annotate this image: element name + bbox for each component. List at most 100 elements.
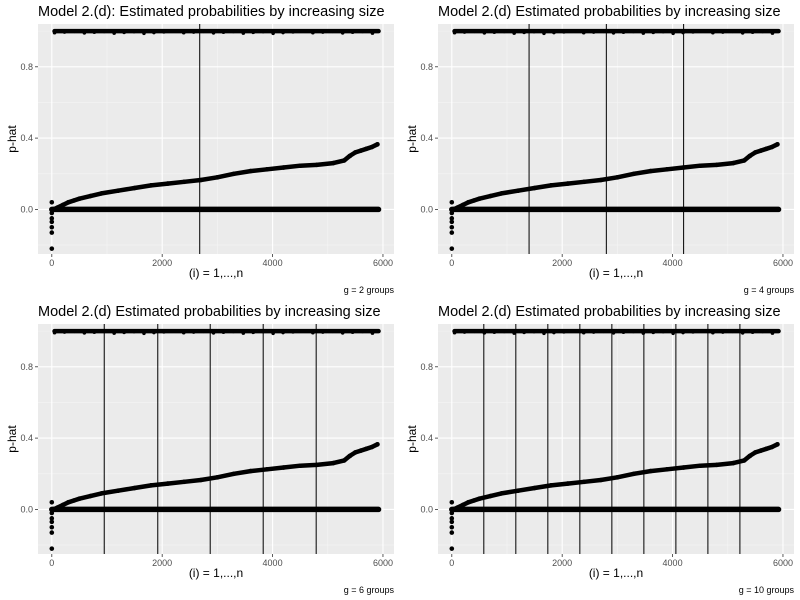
data-point (72, 29, 77, 34)
data-point (651, 330, 656, 335)
data-point (211, 31, 216, 35)
chart-panel-1: Model 2.(d): Estimated probabilities by … (5, 4, 394, 295)
data-point (611, 31, 616, 35)
data-point (730, 329, 735, 334)
data-point (598, 477, 604, 483)
data-point (671, 331, 675, 336)
data-point (499, 491, 504, 496)
x-tick-label: 0 (49, 558, 54, 568)
data-point (691, 330, 695, 334)
data-point (664, 167, 670, 172)
data-point (471, 498, 477, 503)
data-point (347, 153, 353, 159)
y-axis-label: p-hat (5, 425, 19, 453)
data-point (231, 329, 236, 334)
data-point (99, 491, 104, 496)
data-point (449, 224, 455, 230)
chart-title: Model 2.(d) Estimated probabilities by i… (438, 304, 781, 320)
data-point (571, 29, 576, 33)
data-point (515, 488, 521, 494)
data-point (502, 329, 507, 334)
data-point (71, 198, 77, 203)
data-point (449, 219, 455, 225)
caption-groups: g = 10 groups (739, 585, 795, 595)
x-tick-label: 4000 (663, 558, 683, 568)
data-point (740, 331, 745, 335)
data-point (542, 31, 546, 36)
data-point (60, 502, 66, 508)
data-point (552, 330, 556, 335)
data-point (775, 442, 780, 447)
data-point (77, 496, 82, 502)
data-point (264, 467, 270, 472)
data-point (271, 31, 275, 36)
data-point (115, 488, 121, 494)
data-point (449, 499, 455, 505)
data-point (488, 193, 493, 199)
data-point (462, 330, 467, 334)
data-point (301, 329, 305, 333)
data-point (542, 331, 546, 336)
data-point (681, 165, 686, 170)
data-point (221, 330, 226, 335)
data-point (148, 483, 154, 488)
x-axis-label: (i) = 1,...,n (189, 266, 243, 280)
data-point (191, 30, 196, 34)
x-tick-label: 4000 (663, 258, 683, 268)
data-point (591, 330, 596, 334)
data-point (52, 30, 57, 35)
data-point (641, 331, 646, 335)
data-point (449, 516, 455, 521)
x-tick-label: 0 (449, 258, 454, 268)
data-point (353, 150, 358, 155)
data-point (281, 30, 285, 35)
data-point (261, 329, 265, 334)
data-point (522, 330, 526, 335)
data-point (681, 465, 686, 470)
data-point (72, 329, 77, 334)
y-tick-label: 0.4 (420, 433, 433, 443)
data-point (499, 191, 504, 196)
data-point (472, 29, 477, 34)
x-tick-label: 0 (49, 258, 54, 268)
data-point (215, 475, 220, 480)
data-point (321, 30, 325, 34)
data-point (369, 444, 375, 450)
data-point (758, 448, 764, 453)
x-tick-label: 0 (449, 558, 454, 568)
data-point (251, 330, 256, 335)
data-point (714, 462, 720, 468)
data-point (364, 446, 369, 452)
data-point (360, 29, 365, 34)
data-point (49, 216, 55, 221)
data-point (162, 30, 166, 34)
y-tick-label: 0.8 (20, 362, 33, 372)
data-point (112, 331, 116, 335)
data-point (730, 29, 735, 34)
data-point (615, 475, 620, 480)
data-point (711, 30, 715, 35)
data-point (49, 499, 55, 505)
data-point (148, 183, 154, 188)
data-point (532, 329, 536, 334)
data-point (122, 30, 126, 35)
data-point (291, 330, 295, 334)
data-point (449, 216, 455, 221)
x-axis-label: (i) = 1,...,n (589, 266, 643, 280)
data-point (565, 181, 571, 186)
data-point (548, 483, 554, 488)
data-point (350, 30, 355, 35)
y-axis-label: p-hat (405, 125, 419, 153)
data-point (321, 330, 325, 334)
data-point (122, 330, 126, 335)
data-point (621, 330, 626, 335)
data-point (281, 165, 286, 170)
data-point (132, 29, 136, 34)
data-point (552, 30, 556, 35)
data-point (661, 329, 665, 334)
data-point (764, 446, 769, 452)
data-point (191, 330, 196, 334)
data-point (52, 330, 57, 335)
data-point (88, 493, 93, 499)
data-point (231, 29, 236, 34)
